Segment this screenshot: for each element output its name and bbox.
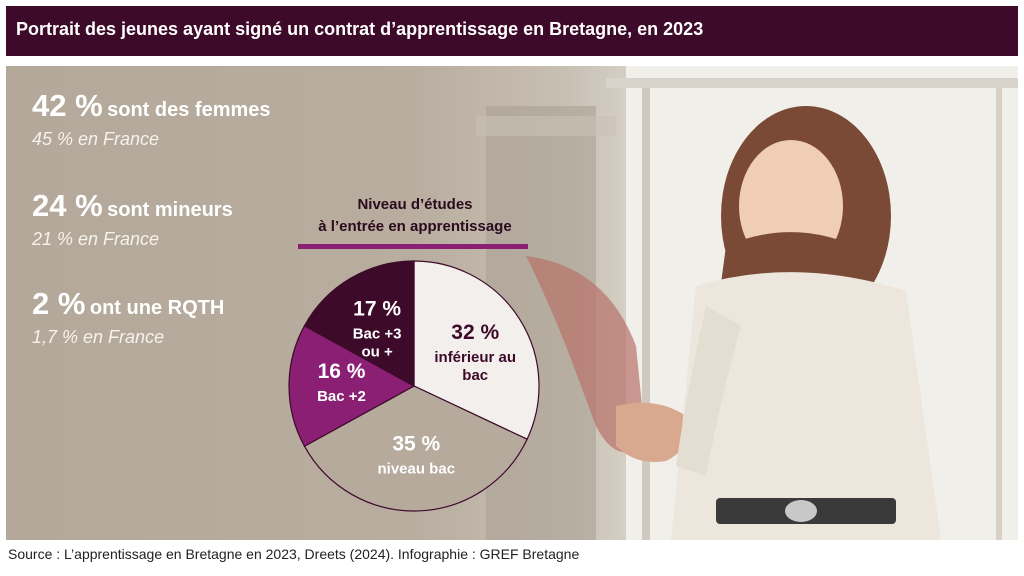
stat-value: 42 % [32, 88, 103, 123]
chart-title-line1: Niveau d’études [357, 196, 473, 213]
header-banner: Portrait des jeunes ayant signé un contr… [6, 6, 1018, 56]
infographic-panel: 42 % sont des femmes 45 % en France 24 %… [6, 66, 1018, 540]
stat-women: 42 % sont des femmes 45 % en France [32, 88, 271, 150]
stat-france: 1,7 % en France [32, 327, 165, 347]
background-photo [476, 66, 1018, 540]
stat-minors: 24 % sont mineurs 21 % en France [32, 188, 233, 250]
stat-value: 24 % [32, 188, 103, 223]
stat-value: 2 % [32, 286, 86, 321]
page-title: Portrait des jeunes ayant signé un contr… [16, 19, 704, 39]
stat-text: sont mineurs [107, 199, 233, 221]
chart-title: Niveau d’études à l’entrée en apprentiss… [300, 194, 530, 238]
source-note: Source : L’apprentissage en Bretagne en … [8, 546, 580, 562]
chart-title-underline [298, 244, 528, 249]
stat-text: sont des femmes [107, 99, 271, 121]
stat-france: 45 % en France [32, 129, 160, 149]
chart-title-line2: à l’entrée en apprentissage [318, 218, 512, 235]
stat-text: ont une RQTH [89, 297, 225, 319]
stat-france: 21 % en France [32, 229, 160, 249]
stat-rqth: 2 % ont une RQTH 1,7 % en France [32, 286, 224, 348]
